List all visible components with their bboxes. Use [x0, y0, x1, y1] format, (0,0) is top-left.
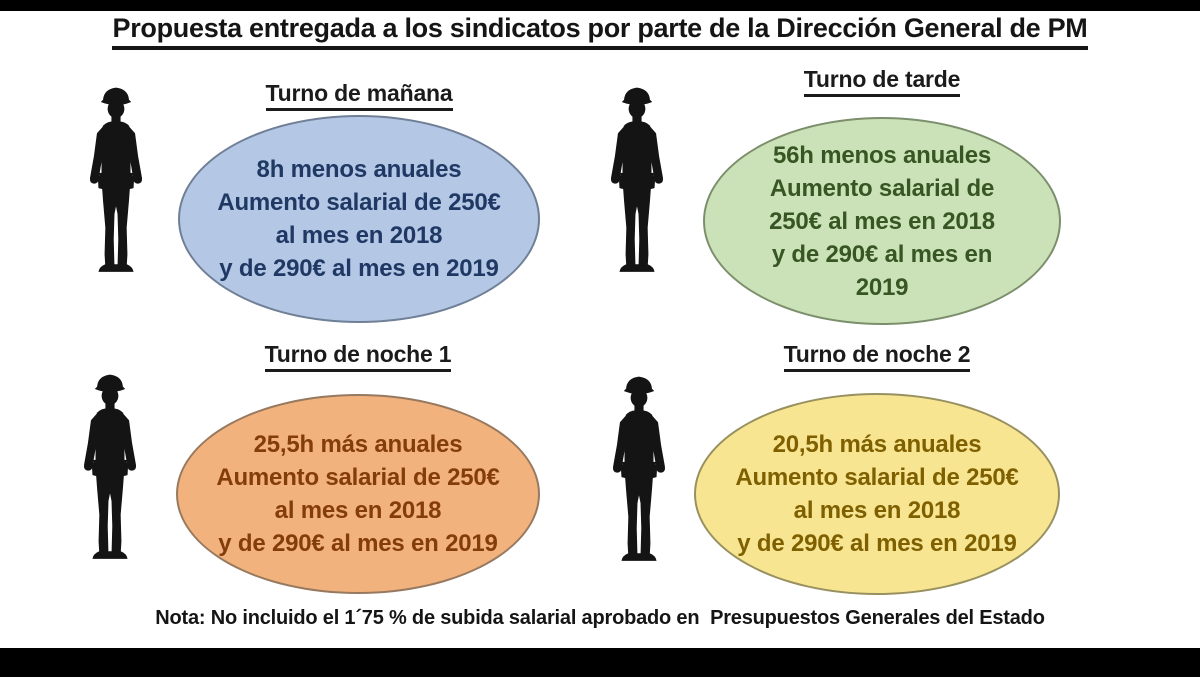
shift-heading-noche-2: Turno de noche 2 — [694, 341, 1060, 372]
shift-details-tarde: 56h menos anuales Aumento salarial de 25… — [769, 141, 995, 301]
police-officer-silhouette-icon — [599, 372, 679, 570]
shift-ellipse-noche-1: 25,5h más anuales Aumento salarial de 25… — [176, 394, 540, 594]
footer-note: Nota: No incluido el 1´75 % de subida sa… — [155, 607, 1045, 629]
police-officer-silhouette-icon — [597, 83, 677, 281]
shift-details-noche-1: 25,5h más anuales Aumento salarial de 25… — [216, 431, 500, 557]
page-title-text: Propuesta entregada a los sindicatos por… — [112, 13, 1088, 50]
shift-ellipse-manana: 8h menos anuales Aumento salarial de 250… — [178, 115, 540, 323]
shift-details-noche-2: 20,5h más anuales Aumento salarial de 25… — [735, 431, 1019, 557]
police-officer-silhouette-icon — [76, 83, 156, 281]
page-title: Propuesta entregada a los sindicatos por… — [0, 13, 1200, 50]
top-border-bar — [0, 0, 1200, 11]
shift-heading-text: Turno de noche 2 — [783, 341, 971, 372]
police-officer-silhouette-icon — [70, 370, 150, 568]
shift-heading-text: Turno de tarde — [803, 66, 960, 97]
shift-heading-manana: Turno de mañana — [178, 80, 540, 111]
shift-heading-noche-1: Turno de noche 1 — [176, 341, 540, 372]
shift-ellipse-noche-2: 20,5h más anuales Aumento salarial de 25… — [694, 393, 1060, 595]
shift-heading-text: Turno de noche 1 — [264, 341, 452, 372]
shift-details-manana: 8h menos anuales Aumento salarial de 250… — [217, 156, 501, 282]
bottom-border-bar — [0, 648, 1200, 677]
shift-heading-tarde: Turno de tarde — [703, 66, 1061, 97]
shift-ellipse-tarde: 56h menos anuales Aumento salarial de 25… — [703, 117, 1061, 325]
shift-heading-text: Turno de mañana — [265, 80, 453, 111]
